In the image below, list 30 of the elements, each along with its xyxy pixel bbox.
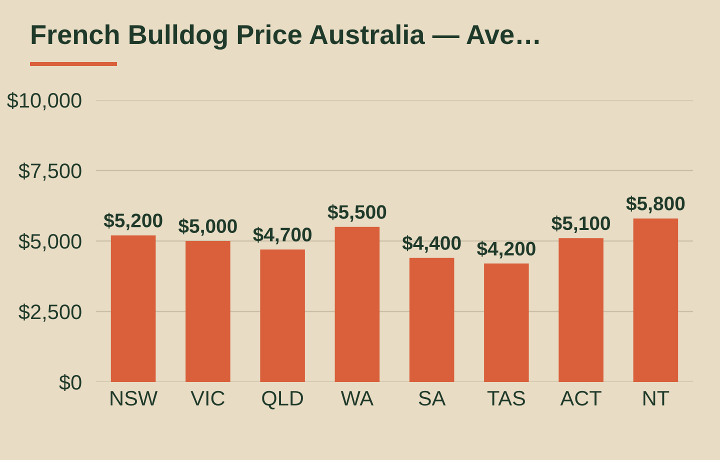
x-tick-label: NT	[644, 391, 670, 406]
x-tick-label: ACT	[560, 390, 602, 406]
x-tick-label: QLD	[262, 390, 303, 410]
x-tick-label: TAS	[487, 390, 525, 406]
data-label: $5,200	[104, 212, 162, 230]
data-label: $4,200	[476, 240, 536, 258]
chart-title: French Bulldog Price Australia — Ave…	[32, 24, 539, 50]
data-label: $5,100	[552, 216, 610, 233]
y-tick-label: $5,000	[18, 233, 82, 252]
x-tick-label: WA	[340, 391, 374, 406]
bar	[409, 258, 454, 382]
x-tick-label: VIC	[190, 390, 225, 406]
data-label: $5,000	[178, 218, 237, 236]
y-tick-label: $10,000	[7, 92, 82, 110]
x-tick-label: NSW	[110, 390, 158, 406]
data-label: $5,500	[328, 204, 386, 222]
y-tick-label: $7,500	[18, 162, 82, 181]
bar	[110, 235, 156, 382]
data-label: $5,800	[626, 196, 685, 214]
bar	[334, 226, 380, 382]
bar	[484, 264, 529, 382]
bar	[633, 218, 678, 382]
data-label: $4,400	[402, 235, 461, 253]
bar	[260, 249, 305, 382]
y-tick-label: $0	[59, 374, 82, 391]
data-label: $4,700	[253, 226, 312, 244]
y-tick-label: $2,500	[18, 304, 82, 322]
bar	[186, 241, 230, 382]
x-tick-label: SA	[418, 390, 446, 406]
bar	[558, 238, 604, 382]
